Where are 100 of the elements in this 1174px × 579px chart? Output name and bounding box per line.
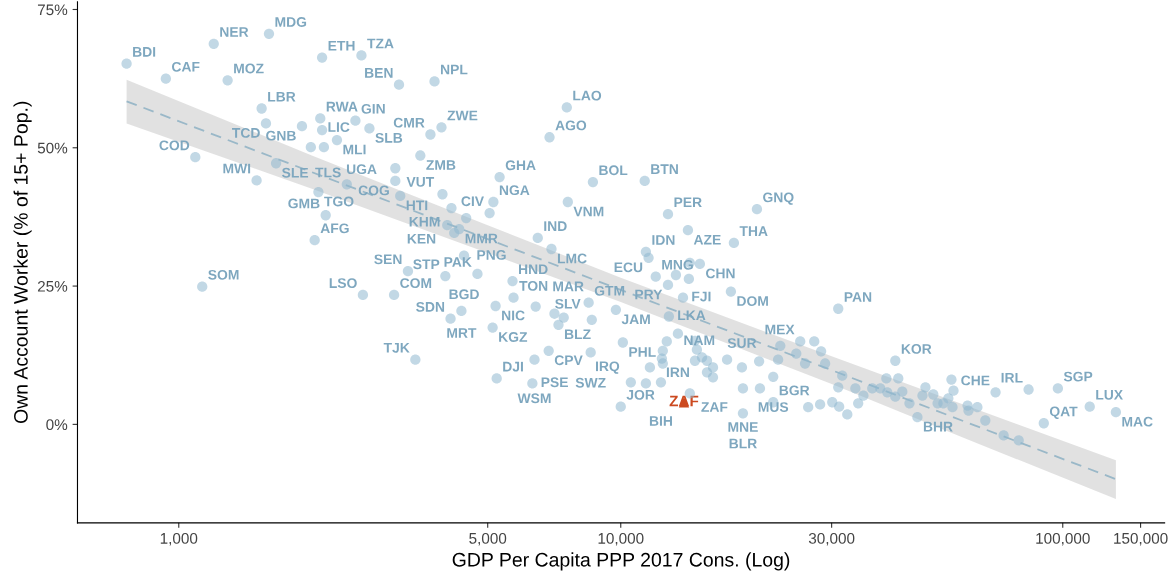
annotation: SOM — [208, 269, 239, 280]
annotation: CHN — [705, 268, 735, 279]
annotation: ETH — [328, 41, 355, 51]
annotation: MEX — [765, 324, 795, 335]
annotation: CIV — [461, 196, 484, 207]
annotation: SDN — [416, 301, 445, 312]
annotation: PNG — [477, 250, 506, 260]
y-axis-title: Own Account Worker (% of 15+ Pop.) — [13, 101, 32, 424]
annotation: HTI — [406, 200, 428, 211]
annotation: BHR — [923, 421, 953, 432]
annotation: JAM — [621, 314, 650, 325]
annotation: AZE — [693, 234, 721, 245]
annotation: BDI — [133, 47, 156, 57]
annotation: AGO — [555, 120, 587, 131]
annotation: ZMB — [426, 160, 456, 170]
annotation: NPL — [441, 64, 468, 75]
annotation: KHM — [409, 216, 440, 227]
annotation: SLE — [282, 167, 309, 178]
annotation: PAN — [844, 292, 872, 302]
annotation: THA — [739, 226, 768, 236]
annotation: MNE — [728, 422, 758, 432]
annotation: KEN — [407, 234, 436, 244]
annotation: GHA — [505, 160, 536, 171]
annotation: BGR — [779, 385, 810, 396]
x-tick-label: 1,000 — [160, 532, 198, 546]
annotation: MOZ — [234, 63, 264, 74]
annotation: DOM — [737, 296, 768, 306]
annotation: IRQ — [595, 361, 620, 374]
annotation: VNM — [573, 206, 604, 217]
annotation: TON — [519, 280, 548, 291]
annotation: GNB — [266, 130, 296, 141]
annotation: LSO — [329, 278, 357, 289]
annotation: IRN — [666, 367, 689, 378]
annotation: MLI — [343, 144, 366, 155]
annotation: SGP — [1063, 371, 1093, 382]
annotation: COD — [159, 140, 190, 151]
annotation: AFG — [320, 223, 349, 234]
annotation: LAO — [573, 90, 602, 101]
annotation: NER — [220, 27, 249, 37]
annotation: WSM — [517, 393, 551, 404]
annotation: NGA — [499, 185, 530, 196]
annotation: IRL — [1001, 372, 1023, 383]
annotation: TLS — [315, 167, 341, 178]
annotation: MWI — [223, 163, 251, 174]
annotation: ECU — [614, 262, 643, 273]
x-tick-label: 150,000 — [1114, 532, 1168, 546]
annotation: BLZ — [564, 329, 591, 340]
annotation: PRY — [635, 289, 663, 300]
annotation: KOR — [901, 344, 932, 354]
annotation: LBR — [268, 91, 296, 102]
annotation: NIC — [502, 310, 525, 321]
x-tick-label: 10,000 — [598, 532, 644, 546]
annotation: BEN — [365, 68, 393, 78]
annotation: BTN — [651, 164, 678, 174]
annotation: JOR — [626, 389, 655, 400]
x-tick-label: 5,000 — [469, 532, 507, 546]
annotation: GTM — [594, 285, 625, 296]
annotation: GIN — [361, 103, 385, 114]
annotation: MRT — [447, 328, 477, 338]
annotation: BIH — [649, 416, 672, 426]
annotation: MNG — [662, 259, 693, 270]
annotation: TZA — [367, 38, 394, 49]
annotation: IND — [544, 221, 567, 231]
annotation: LKA — [678, 310, 706, 321]
annotation: MAC — [1122, 416, 1153, 427]
annotation: PHL — [629, 347, 656, 357]
annotation: SLB — [375, 132, 403, 143]
annotation: GNQ — [763, 192, 794, 205]
annotation: STP — [413, 259, 440, 270]
annotation: COG — [358, 185, 389, 196]
annotation: HND — [519, 264, 548, 275]
annotation: LMC — [557, 253, 587, 264]
annotation: CPV — [554, 355, 583, 366]
annotation: VUT — [406, 177, 435, 187]
annotation: NAM — [684, 335, 715, 345]
annotation: KGZ — [499, 332, 528, 342]
x-tick-label: 30,000 — [808, 532, 855, 546]
annotation: BLR — [729, 438, 757, 449]
annotation: CHE — [961, 375, 990, 386]
annotation: RWA — [326, 101, 358, 112]
annotation: DJI — [503, 361, 523, 372]
annotation: BGD — [449, 289, 479, 300]
annotation: TCD — [232, 127, 260, 138]
annotation: PAK — [444, 257, 472, 267]
x-axis-title: GDP Per Capita PPP 2017 Cons. (Log) — [452, 552, 790, 571]
annotation: MDG — [275, 17, 307, 27]
annotation: SWZ — [575, 377, 606, 388]
y-tick-label: 25% — [37, 280, 68, 292]
annotation: MUS — [758, 402, 789, 412]
y-tick-label: 50% — [37, 142, 68, 154]
annotation: GMB — [288, 198, 320, 209]
annotation: FJI — [692, 291, 711, 302]
annotation: SEN — [374, 254, 402, 265]
annotation: TGO — [324, 196, 354, 207]
annotation: ZAF — [701, 402, 728, 412]
y-tick-label: 75% — [37, 4, 68, 16]
annotation: ZWE — [447, 110, 478, 121]
x-tick-label: 100,000 — [1036, 532, 1090, 546]
annotation: LUX — [1096, 390, 1123, 400]
annotation: SLV — [555, 298, 581, 309]
